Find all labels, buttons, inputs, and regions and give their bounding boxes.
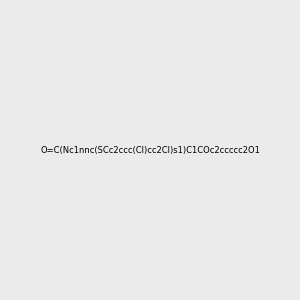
Text: O=C(Nc1nnc(SCc2ccc(Cl)cc2Cl)s1)C1COc2ccccc2O1: O=C(Nc1nnc(SCc2ccc(Cl)cc2Cl)s1)C1COc2ccc… xyxy=(40,146,260,154)
